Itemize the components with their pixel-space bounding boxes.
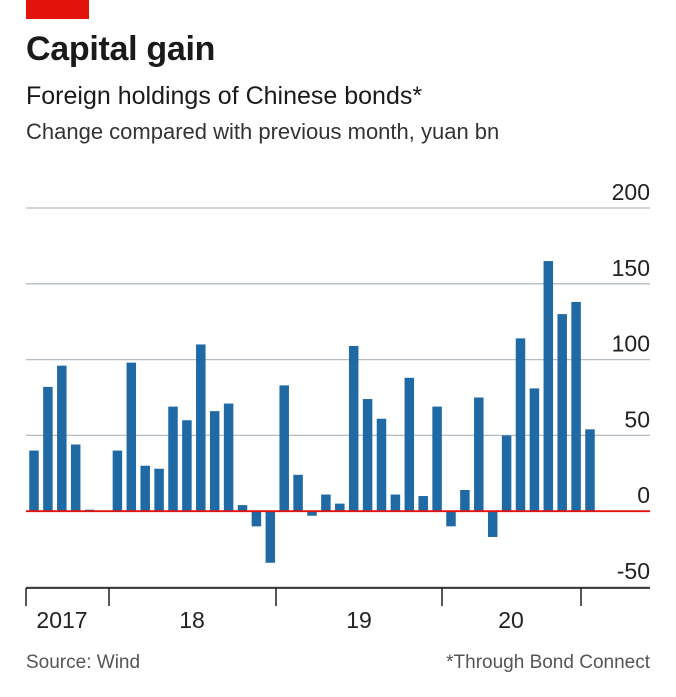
bar [223,403,234,512]
x-tick-label: 18 [179,607,205,633]
y-tick-label: 200 [612,179,650,205]
bar [57,365,67,512]
bar-chart: 200 150 100 50 0 -50 2017 18 19 20 [25,179,650,633]
x-tick-label: 20 [498,607,524,633]
footnote: *Through Bond Connect [446,652,650,673]
bar [404,377,415,512]
y-tick-label: 0 [637,482,650,508]
bar [362,399,373,512]
bar [321,494,331,512]
bar [237,505,248,512]
bar [460,489,470,512]
bar [515,338,526,512]
bar [251,511,262,527]
x-tick-label: 19 [346,607,372,633]
bar [209,411,220,512]
y-tick-label: -50 [617,558,650,584]
bar [293,474,303,512]
y-tick-label: 100 [612,331,650,357]
bar [140,465,150,512]
bar [335,503,345,512]
bar [376,418,387,512]
chart-title: Capital gain [26,30,216,68]
bar [487,511,498,537]
bar [474,397,484,512]
y-tick-label: 50 [624,406,650,432]
bar [112,450,123,512]
bars [29,261,595,563]
bar [43,386,53,512]
bar [154,468,164,512]
brand-tag [26,0,89,19]
bar [585,429,595,512]
y-tick-label: 150 [612,255,650,281]
bar [348,345,359,512]
axes: 2017 18 19 20 [25,510,650,633]
bar [182,420,192,512]
bar [432,406,442,512]
bar [529,388,540,512]
bar [557,314,567,512]
bar [307,511,317,516]
bar [70,444,81,512]
chart-subtitle: Foreign holdings of Chinese bonds* [26,82,423,110]
source-note: Source: Wind [26,652,141,673]
gridlines: 200 150 100 50 0 -50 [26,179,650,588]
bar [446,511,456,527]
bar [418,496,428,512]
x-tick-label: 2017 [36,607,87,633]
bar [571,301,581,512]
bar [390,494,401,512]
bar [168,406,178,512]
bar [196,344,206,512]
bar [126,362,137,512]
bar [265,511,276,563]
bar [279,385,289,512]
bar [501,435,512,512]
bar [29,450,39,512]
chart-unit-label: Change compared with previous month, yua… [26,119,500,144]
bar [543,261,554,512]
